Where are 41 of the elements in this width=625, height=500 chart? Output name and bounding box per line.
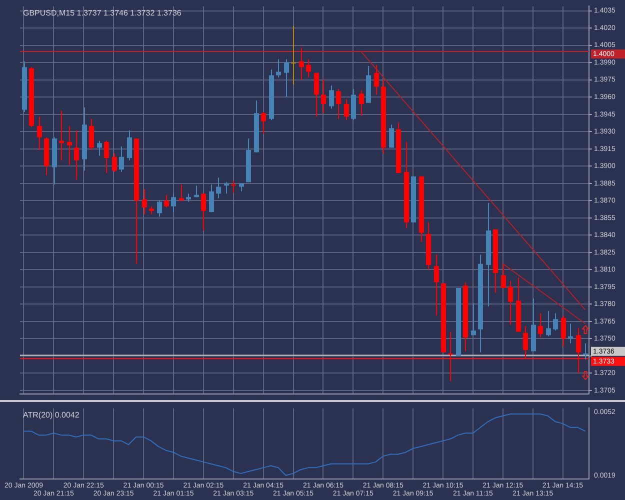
candlestick [329, 85, 334, 110]
candlestick [201, 193, 206, 231]
candlestick [471, 302, 476, 336]
candlestick [209, 184, 214, 213]
candlestick [561, 315, 566, 348]
candlestick [501, 263, 506, 288]
candlestick [314, 72, 319, 118]
chart-title: ATR(20) 0.0042 [23, 410, 80, 420]
candlestick [306, 58, 311, 78]
chart-title: GBPUSD,M15 1.3737 1.3746 1.3732 1.3736 [23, 8, 182, 18]
candlestick [576, 328, 581, 374]
candlestick [508, 280, 513, 326]
candlestick [157, 200, 162, 218]
candlestick [89, 118, 94, 150]
candlestick [112, 152, 117, 172]
candlestick [127, 130, 132, 161]
candlestick [299, 47, 304, 80]
candlestick [434, 254, 439, 316]
candlestick [284, 58, 289, 98]
candlestick [171, 193, 176, 213]
candlestick [359, 90, 364, 116]
candlestick [104, 140, 109, 174]
candlestick [216, 177, 221, 199]
candlestick [291, 25, 296, 85]
candlestick [261, 112, 266, 134]
candlestick [374, 64, 379, 96]
candlestick [37, 116, 42, 150]
candlestick [389, 124, 394, 148]
candlestick [119, 146, 124, 172]
candlestick [553, 312, 558, 332]
candlestick [546, 310, 551, 337]
candlestick [538, 312, 543, 338]
candlestick [142, 188, 147, 215]
candlestick [97, 140, 102, 156]
candlestick [344, 98, 349, 121]
candlestick [74, 130, 79, 180]
candlestick [523, 325, 528, 359]
candlestick [336, 88, 341, 120]
candlestick [164, 194, 169, 208]
candlestick [321, 79, 326, 114]
candlestick [67, 125, 72, 166]
